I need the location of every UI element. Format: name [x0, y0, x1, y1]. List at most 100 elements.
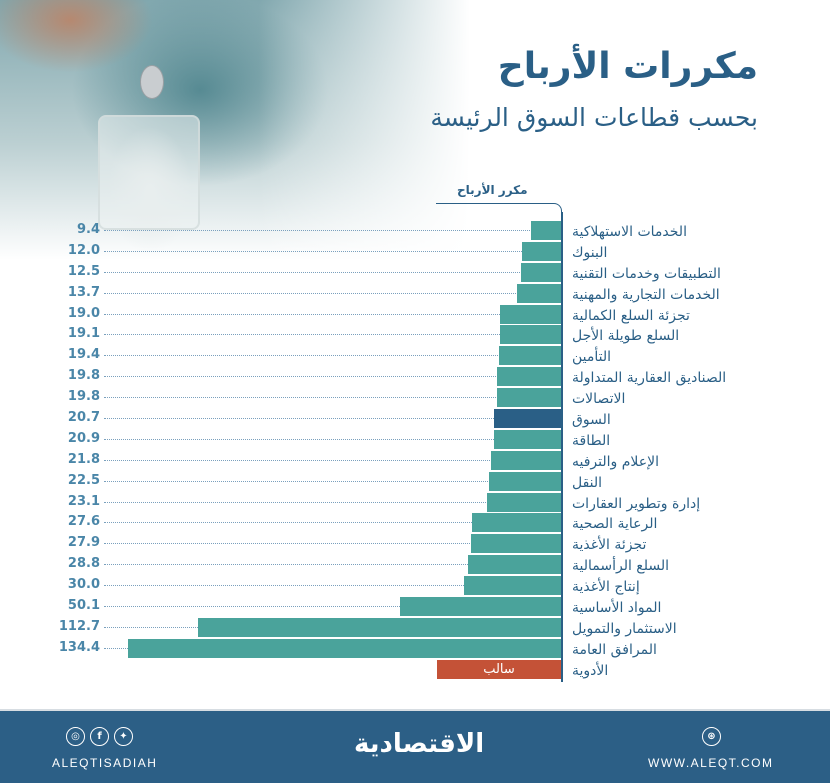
bar-row: 30.0 إنتاج الأغذية — [0, 575, 830, 596]
value-label: 19.1 — [67, 326, 100, 342]
category-label-wrap: المواد الأساسية — [572, 597, 742, 616]
value-label: 28.8 — [67, 556, 100, 572]
bar — [493, 429, 561, 449]
category-label-wrap: إنتاج الأغذية — [572, 576, 742, 595]
dotted-leader — [104, 376, 560, 378]
dotted-leader — [104, 250, 560, 252]
value-label: 20.9 — [67, 430, 100, 446]
value-label: 22.5 — [67, 472, 100, 488]
bar-row: 23.1 إدارة وتطوير العقارات — [0, 492, 830, 513]
twitter-icon[interactable]: ✦ — [114, 727, 133, 746]
category-label-wrap: السلع الرأسمالية — [572, 555, 742, 574]
value-label: 12.5 — [67, 263, 100, 279]
dotted-leader — [104, 501, 560, 503]
bar — [488, 471, 561, 491]
bar-row: 20.7 السوق — [0, 408, 830, 429]
bar-row: 27.6 الرعاية الصحية — [0, 512, 830, 533]
category-label: الطاقة — [572, 432, 611, 449]
bar-row: 19.4 التأمين — [0, 345, 830, 366]
value-label: 19.8 — [67, 368, 100, 384]
value-label: 50.1 — [67, 598, 100, 614]
photo-fade — [0, 0, 470, 260]
category-label-wrap: البنوك — [572, 242, 742, 261]
dotted-leader — [104, 230, 560, 231]
value-label: 27.9 — [67, 535, 100, 551]
value-label: 9.4 — [76, 222, 100, 237]
bar-row: 21.8 الإعلام والترفيه — [0, 450, 830, 471]
social-handle[interactable]: ALEQTISADIAH — [52, 756, 158, 770]
category-label: النقل — [572, 474, 603, 491]
bar — [486, 492, 561, 512]
value-label: 20.7 — [67, 410, 100, 426]
bar-row: 12.0 البنوك — [0, 241, 830, 262]
axis-bracket — [436, 203, 562, 213]
bar — [471, 534, 561, 554]
bar — [497, 367, 561, 387]
category-label: الأدوية — [572, 662, 609, 679]
dotted-leader — [104, 564, 560, 566]
bar-row: 9.4 الخدمات الاستهلاكية — [0, 220, 830, 241]
dotted-leader — [104, 292, 560, 294]
bar-row: 134.4 المرافق العامة — [0, 638, 830, 659]
bar — [399, 597, 561, 617]
category-label-wrap: الرعاية الصحية — [572, 513, 742, 532]
axis-label: مكرر الأرباح — [457, 183, 528, 197]
bar-row: 27.9 تجزئة الأغذية — [0, 533, 830, 554]
category-label-wrap: التأمين — [572, 346, 742, 365]
category-label: السلع طويلة الأجل — [572, 328, 680, 345]
bar-rows: 9.4 الخدمات الاستهلاكية 12.0 البنوك 12.5 التط… — [0, 220, 830, 680]
bar — [464, 576, 561, 596]
value-label: 19.0 — [67, 305, 100, 321]
category-label: الإعلام والترفيه — [572, 453, 659, 470]
dotted-leader — [104, 606, 560, 608]
category-label-wrap: الإعلام والترفيه — [572, 451, 742, 470]
bar-row: 19.8 الاتصالات — [0, 387, 830, 408]
category-label: التطبيقات وخدمات التقنية — [572, 265, 721, 282]
bar — [499, 304, 561, 324]
bar — [198, 617, 561, 637]
website-link[interactable]: WWW.ALEQT.COM — [648, 756, 774, 770]
bar-row: 19.8 الصناديق العقارية المتداولة — [0, 366, 830, 387]
category-label: البنوك — [572, 244, 608, 261]
bar-row: 50.1 المواد الأساسية — [0, 596, 830, 617]
bar-row: 19.1 السلع طويلة الأجل — [0, 324, 830, 345]
bar-row: 20.9 الطاقة — [0, 429, 830, 450]
dotted-leader — [104, 459, 560, 461]
bar — [498, 346, 561, 366]
category-label-wrap: النقل — [572, 472, 742, 491]
category-label: الاتصالات — [572, 391, 626, 408]
dotted-leader — [104, 522, 560, 524]
bar-row: 13.7 الخدمات التجارية والمهنية — [0, 283, 830, 304]
dotted-leader — [104, 585, 560, 587]
bar — [522, 241, 561, 261]
category-label: السلع الرأسمالية — [572, 558, 670, 575]
bar — [497, 388, 561, 408]
value-label: 21.8 — [67, 451, 100, 467]
bar — [499, 325, 561, 345]
category-label: إنتاج الأغذية — [572, 579, 640, 596]
category-label-wrap: تجزئة الأغذية — [572, 534, 742, 553]
social-icons: ◎ f ✦ — [66, 727, 133, 746]
category-label-wrap: الصناديق العقارية المتداولة — [572, 367, 742, 386]
value-label: 134.4 — [58, 639, 100, 655]
bar-row: 12.5 التطبيقات وخدمات التقنية — [0, 262, 830, 283]
value-label: 23.1 — [67, 493, 100, 509]
category-label-wrap: إدارة وتطوير العقارات — [572, 493, 742, 512]
facebook-icon[interactable]: f — [90, 727, 109, 746]
bar-row: 28.8 السلع الرأسمالية — [0, 554, 830, 575]
bar-row: 19.0 تجزئة السلع الكمالية — [0, 304, 830, 325]
axis-line — [561, 212, 563, 682]
instagram-icon[interactable]: ◎ — [66, 727, 85, 746]
category-label-wrap: الطاقة — [572, 430, 742, 449]
category-label: تجزئة السلع الكمالية — [572, 307, 690, 324]
dotted-leader — [104, 418, 560, 420]
value-label: 19.8 — [67, 389, 100, 405]
value-label: 30.0 — [67, 577, 100, 593]
dotted-leader — [104, 543, 560, 545]
category-label: الصناديق العقارية المتداولة — [572, 370, 727, 387]
dotted-leader — [104, 397, 560, 399]
chart-subtitle: بحسب قطاعات السوق الرئيسة — [430, 103, 758, 132]
bar — [128, 638, 561, 658]
bar — [516, 283, 561, 303]
category-label: تجزئة الأغذية — [572, 537, 647, 554]
